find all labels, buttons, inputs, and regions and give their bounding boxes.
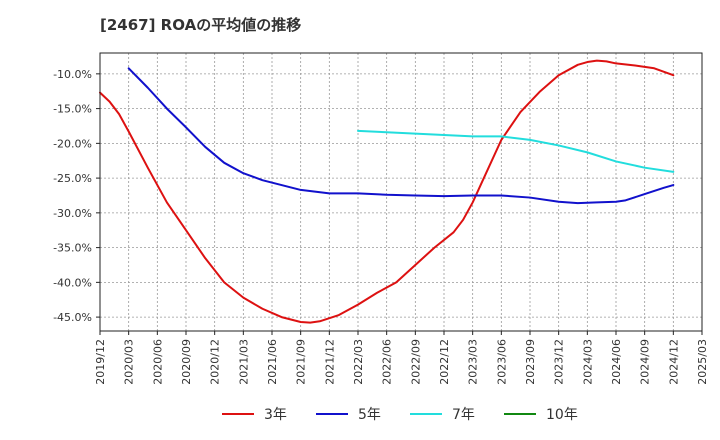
y-axis-ticks: -10.0% -15.0% -20.0% -25.0% -30.0% -35.0% -40.…: [53, 68, 100, 324]
y-tick-label: -40.0%: [53, 276, 92, 289]
chart-title: [2467] ROAの平均値の推移: [100, 16, 302, 34]
x-tick-label: 2024/06: [610, 339, 623, 385]
x-tick-label: 2023/09: [524, 339, 537, 385]
x-tick-label: 2020/09: [180, 339, 193, 385]
x-tick-label: 2021/12: [323, 339, 336, 385]
x-tick-label: 2023/06: [495, 339, 508, 385]
x-tick-label: 2022/06: [381, 339, 394, 385]
legend-item: 7年: [410, 407, 475, 423]
y-tick-label: -20.0%: [53, 137, 92, 150]
series-lines: [99, 59, 675, 324]
x-tick-label: 2021/03: [237, 339, 250, 385]
legend-label: 10年: [546, 407, 578, 423]
x-axis-ticks: 2019/12 2020/03 2020/06 2020/09 2020/12 2021/…: [94, 331, 709, 385]
legend-item: 10年: [504, 407, 578, 423]
legend-item: 3年: [222, 407, 287, 423]
x-tick-label: 2023/12: [553, 339, 566, 385]
x-tick-label: 2022/12: [438, 339, 451, 385]
legend-label: 3年: [264, 407, 287, 423]
y-tick-label: -25.0%: [53, 172, 92, 185]
x-tick-label: 2025/03: [696, 339, 709, 385]
x-tick-label: 2022/09: [409, 339, 422, 385]
plot-frame: [99, 52, 703, 332]
legend-item: 5年: [316, 407, 381, 423]
x-tick-label: 2019/12: [94, 339, 107, 385]
x-tick-label: 2021/09: [295, 339, 308, 385]
y-tick-label: -35.0%: [53, 242, 92, 255]
x-tick-label: 2020/06: [151, 339, 164, 385]
x-tick-label: 2023/03: [467, 339, 480, 385]
series-line-3年: [99, 59, 675, 324]
legend-label: 7年: [452, 407, 475, 423]
x-tick-label: 2021/06: [266, 339, 279, 385]
grid-lines: [99, 53, 703, 331]
y-tick-label: -10.0%: [53, 68, 92, 81]
legend-label: 5年: [358, 407, 381, 423]
y-tick-label: -45.0%: [53, 311, 92, 324]
x-tick-label: 2024/03: [581, 339, 594, 385]
x-tick-label: 2024/12: [667, 339, 680, 385]
legend: 3年 5年 7年 10年: [222, 407, 578, 423]
series-line-7年: [357, 129, 675, 173]
y-tick-label: -30.0%: [53, 207, 92, 220]
series-line-5年: [127, 67, 675, 205]
y-tick-label: -15.0%: [53, 103, 92, 116]
x-tick-label: 2022/03: [352, 339, 365, 385]
x-tick-label: 2020/12: [209, 339, 222, 385]
x-tick-label: 2024/09: [639, 339, 652, 385]
x-tick-label: 2020/03: [123, 339, 136, 385]
